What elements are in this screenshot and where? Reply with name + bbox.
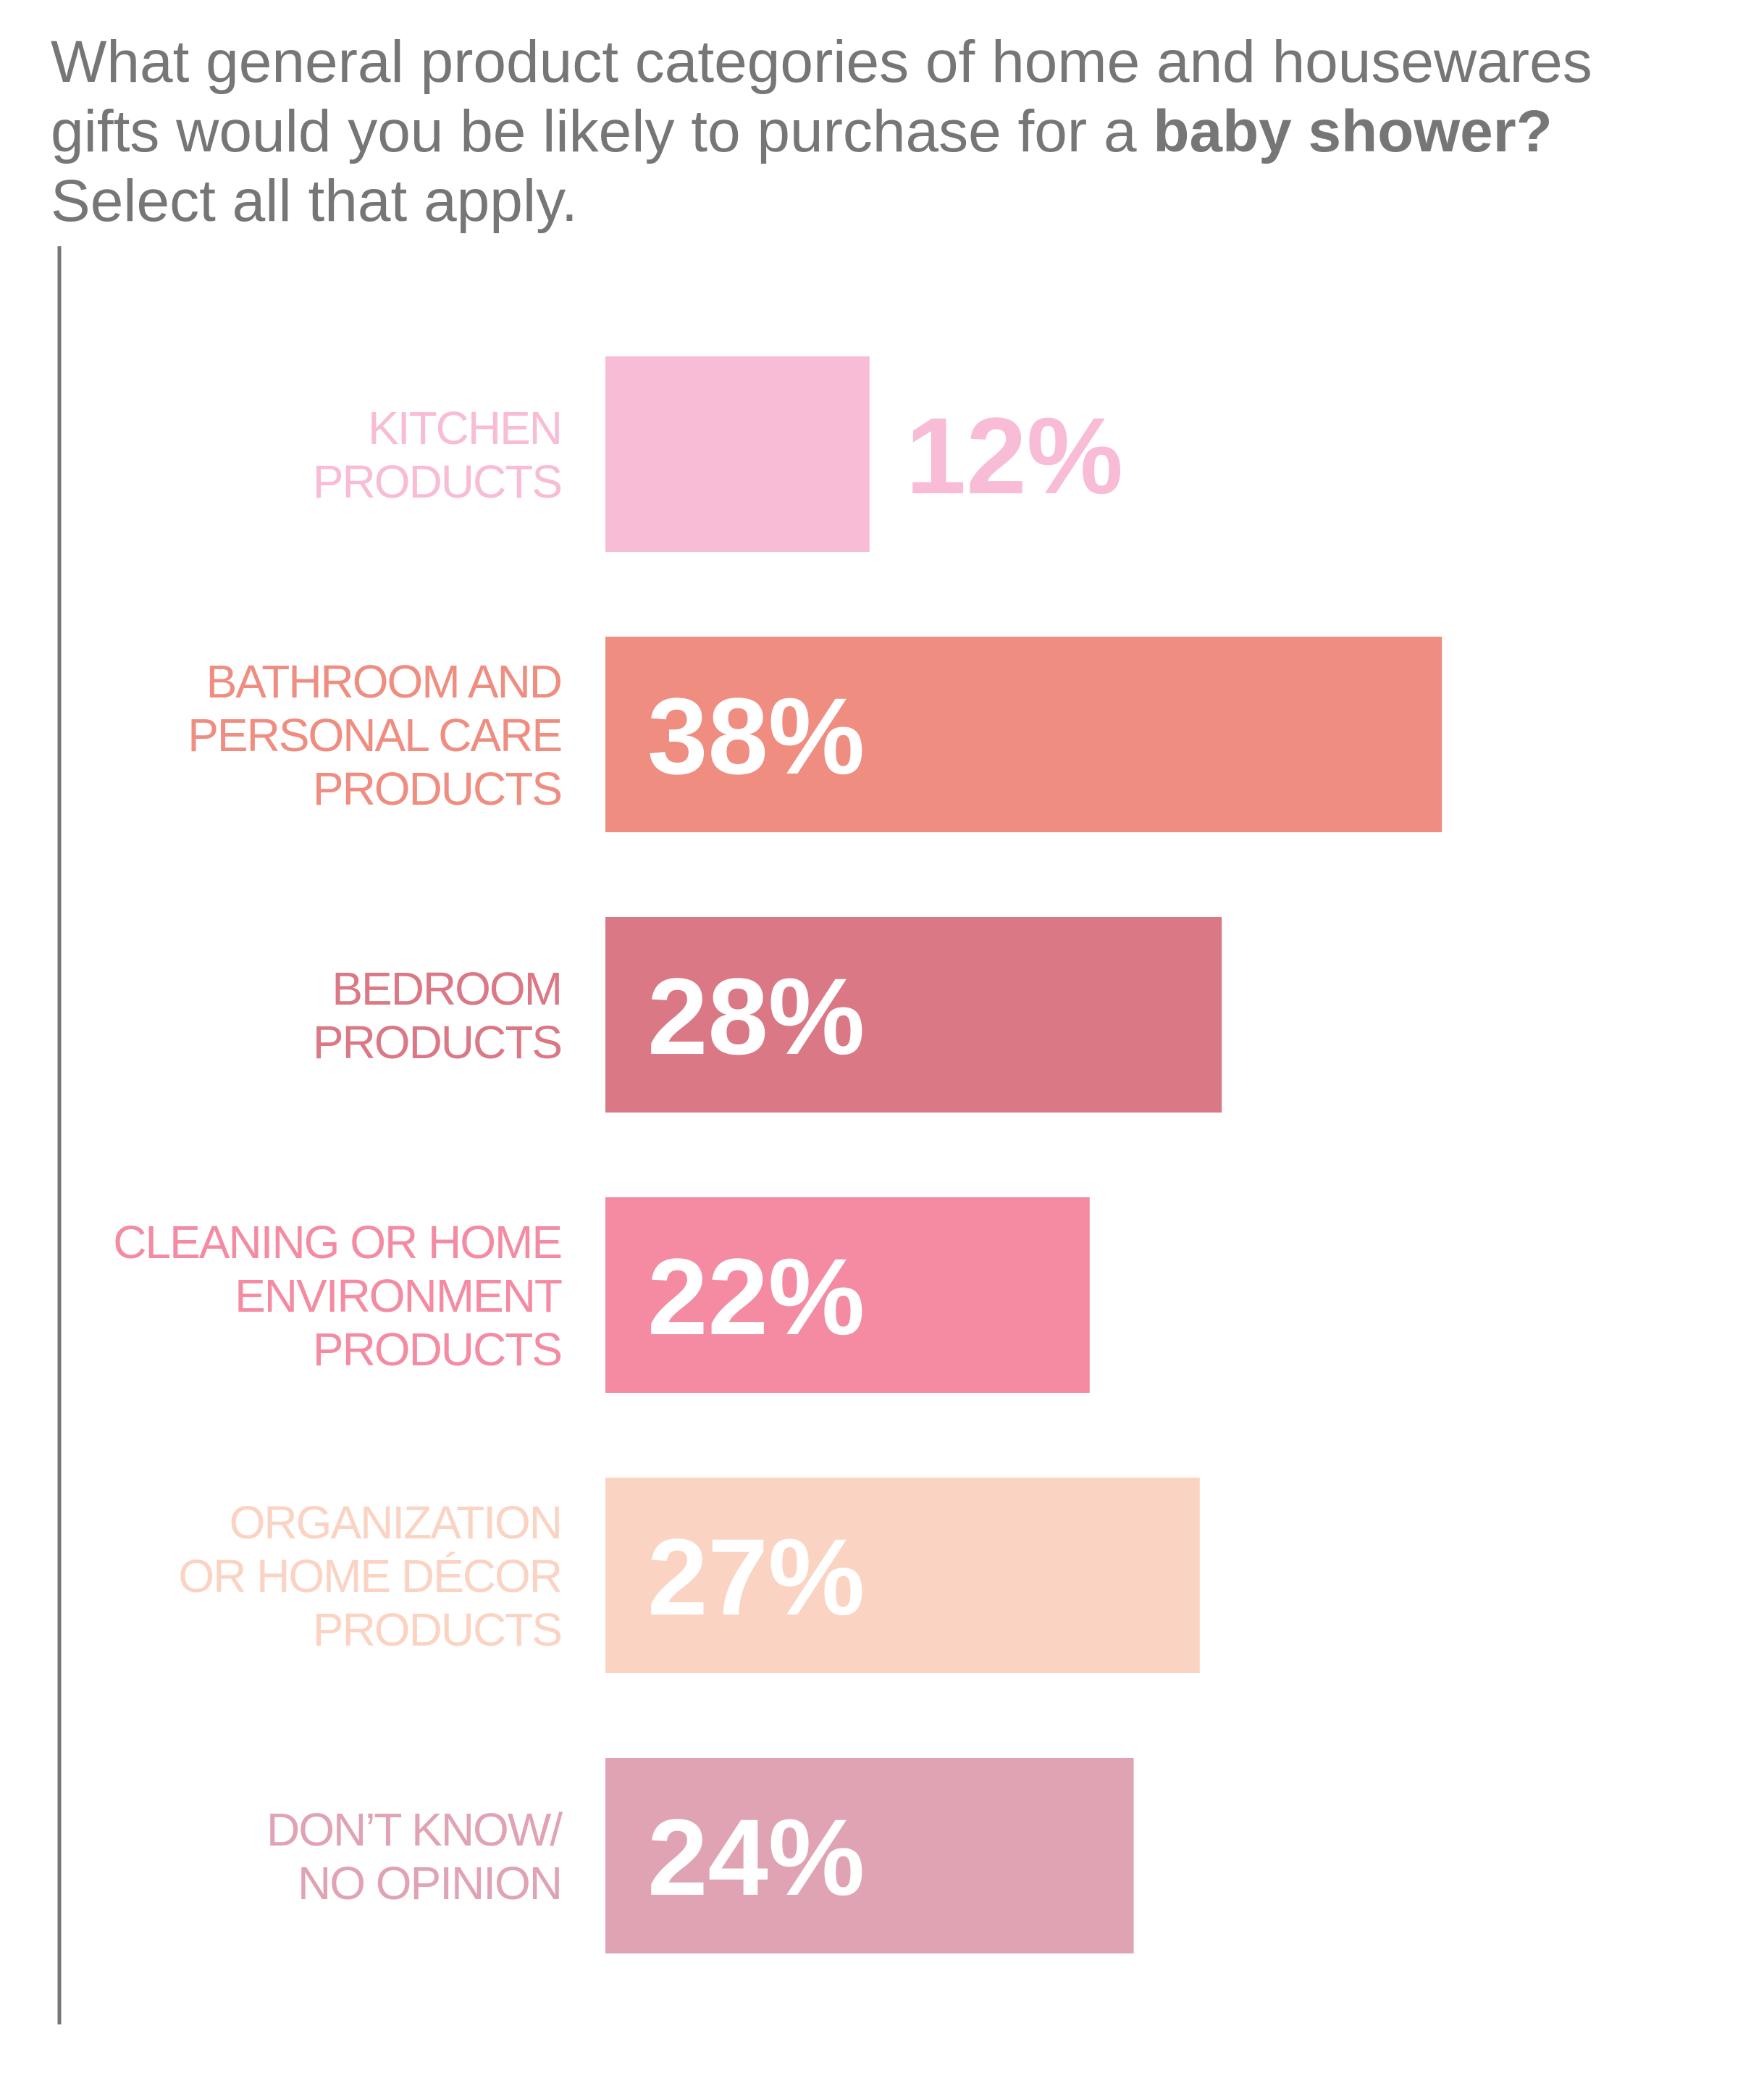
bar-5 (605, 1478, 1200, 1673)
value-label-3: 28% (647, 955, 865, 1077)
category-label-line: DON’T KNOW/ (266, 1804, 563, 1856)
category-label-line: PRODUCTS (313, 1323, 561, 1375)
category-label-2: BATHROOM AND PERSONAL CARE PRODUCTS (188, 655, 561, 815)
value-label-6: 24% (647, 1796, 865, 1918)
title-text-end: Select all that apply. (51, 168, 578, 234)
bar-4 (605, 1197, 1090, 1393)
category-label-line: BEDROOM (332, 963, 561, 1015)
bar-1 (605, 356, 870, 552)
bar-3 (605, 917, 1222, 1113)
category-label-1: KITCHEN PRODUCTS (313, 402, 561, 508)
category-label-line: ORGANIZATION (230, 1496, 561, 1549)
category-label-line: PRODUCTS (313, 763, 561, 815)
category-label-line: PRODUCTS (313, 1604, 561, 1656)
category-label-3: BEDROOM PRODUCTS (313, 963, 561, 1068)
category-label-line: PERSONAL CARE (188, 709, 561, 761)
title-emphasis: baby shower? (1153, 99, 1553, 164)
bar-2 (605, 637, 1442, 832)
category-label-line: OR HOME DÉCOR (178, 1550, 561, 1602)
category-label-line: PRODUCTS (313, 456, 561, 508)
category-label-4: CLEANING OR HOME ENVIRONMENT PRODUCTS (113, 1216, 562, 1375)
value-label-2: 38% (647, 675, 865, 797)
category-label-line: KITCHEN (368, 402, 561, 454)
title-text: What general product categories of home … (51, 29, 1592, 164)
value-label-1: 12% (906, 395, 1123, 516)
category-label-line: ENVIRONMENT (235, 1270, 562, 1322)
category-label-5: ORGANIZATION OR HOME DÉCOR PRODUCTS (178, 1496, 561, 1656)
bar-6 (605, 1758, 1134, 1953)
category-label-line: NO OPINION (298, 1857, 561, 1909)
category-label-line: BATHROOM AND (206, 655, 561, 708)
chart-title: What general product categories of home … (51, 28, 1716, 236)
category-label-6: DON’T KNOW/NO OPINION (266, 1804, 563, 1909)
value-label-5: 27% (647, 1516, 865, 1638)
category-label-line: PRODUCTS (313, 1016, 561, 1068)
value-label-4: 22% (647, 1236, 865, 1357)
category-label-line: CLEANING OR HOME (113, 1216, 561, 1268)
